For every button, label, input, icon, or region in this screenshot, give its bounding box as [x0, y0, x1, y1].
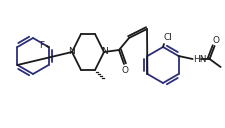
Text: F: F — [39, 41, 44, 51]
Text: N: N — [101, 46, 108, 56]
Text: O: O — [211, 36, 218, 45]
Text: Cl: Cl — [163, 33, 172, 42]
Text: O: O — [121, 66, 128, 75]
Text: N: N — [68, 46, 75, 56]
Text: HN: HN — [193, 55, 206, 63]
